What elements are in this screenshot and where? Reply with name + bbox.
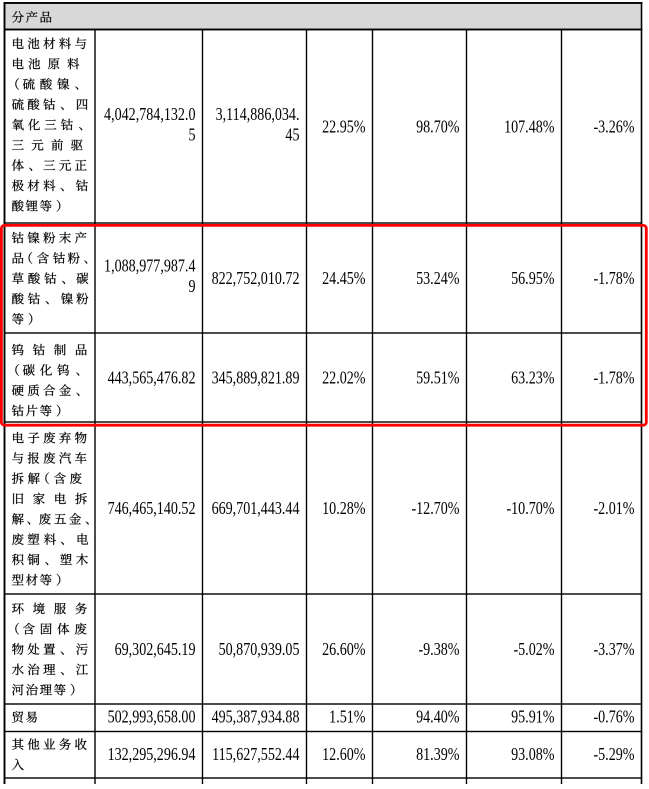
- svg-text:1,088,977,987.4: 1,088,977,987.4: [104, 257, 195, 276]
- svg-text:4,042,784,132.0: 4,042,784,132.0: [104, 106, 195, 125]
- svg-text:9: 9: [188, 278, 195, 297]
- svg-text:12.60%: 12.60%: [322, 745, 365, 764]
- svg-text:93.08%: 93.08%: [511, 745, 554, 764]
- svg-text:495,387,934.88: 495,387,934.88: [212, 708, 300, 727]
- svg-text:94.40%: 94.40%: [416, 708, 459, 727]
- svg-text:-5.02%: -5.02%: [513, 641, 554, 660]
- svg-text:22.02%: 22.02%: [322, 369, 365, 388]
- svg-text:26.60%: 26.60%: [322, 641, 365, 660]
- svg-text:822,752,010.72: 822,752,010.72: [212, 270, 300, 289]
- svg-text:-12.70%: -12.70%: [411, 500, 459, 519]
- svg-text:22.95%: 22.95%: [322, 118, 365, 137]
- svg-text:669,701,443.44: 669,701,443.44: [212, 500, 300, 519]
- svg-text:-3.37%: -3.37%: [593, 641, 634, 660]
- svg-text:443,565,476.82: 443,565,476.82: [108, 369, 196, 388]
- svg-text:-1.78%: -1.78%: [593, 369, 634, 388]
- svg-text:81.39%: 81.39%: [416, 745, 459, 764]
- svg-text:95.91%: 95.91%: [511, 708, 554, 727]
- svg-text:-9.38%: -9.38%: [418, 641, 459, 660]
- svg-text:-10.70%: -10.70%: [506, 500, 554, 519]
- svg-text:502,993,658.00: 502,993,658.00: [108, 708, 196, 727]
- svg-text:-3.26%: -3.26%: [593, 118, 634, 137]
- svg-text:59.51%: 59.51%: [416, 369, 459, 388]
- svg-text:3,114,886,034.: 3,114,886,034.: [216, 106, 300, 125]
- svg-text:-0.76%: -0.76%: [593, 708, 634, 727]
- svg-text:69,302,645.19: 69,302,645.19: [115, 641, 196, 660]
- svg-text:50,870,939.05: 50,870,939.05: [219, 641, 300, 660]
- svg-text:1.51%: 1.51%: [329, 708, 365, 727]
- svg-text:107.48%: 107.48%: [504, 118, 554, 137]
- svg-text:115,627,552.44: 115,627,552.44: [212, 745, 299, 764]
- svg-text:746,465,140.52: 746,465,140.52: [108, 500, 196, 519]
- svg-text:45: 45: [285, 126, 299, 145]
- svg-text:56.95%: 56.95%: [511, 270, 554, 289]
- svg-text:132,295,296.94: 132,295,296.94: [108, 745, 196, 764]
- svg-text:-2.01%: -2.01%: [593, 500, 634, 519]
- svg-text:24.45%: 24.45%: [322, 270, 365, 289]
- svg-text:10.28%: 10.28%: [322, 500, 365, 519]
- svg-text:63.23%: 63.23%: [511, 369, 554, 388]
- svg-text:98.70%: 98.70%: [416, 118, 459, 137]
- svg-text:-1.78%: -1.78%: [593, 270, 634, 289]
- svg-text:-5.29%: -5.29%: [593, 745, 634, 764]
- svg-text:345,889,821.89: 345,889,821.89: [212, 369, 300, 388]
- svg-text:53.24%: 53.24%: [416, 270, 459, 289]
- svg-text:5: 5: [188, 126, 195, 145]
